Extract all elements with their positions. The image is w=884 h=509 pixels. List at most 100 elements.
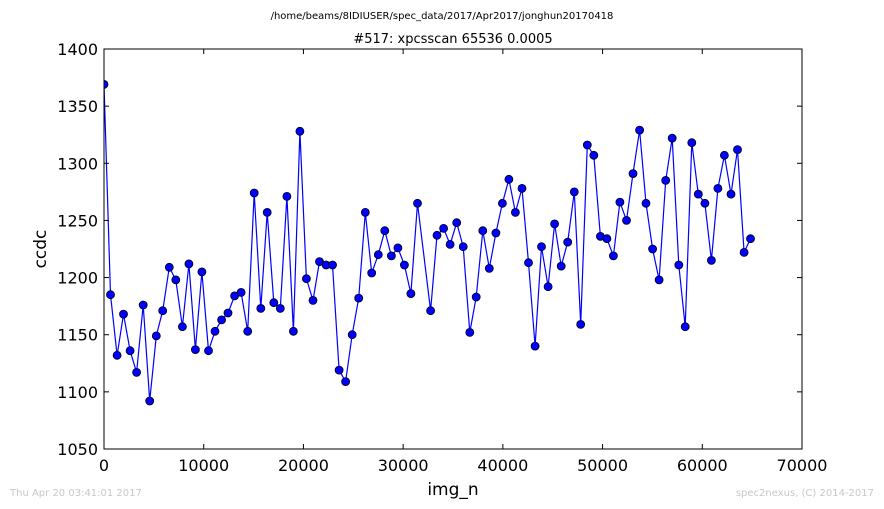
- data-point: [334, 365, 344, 375]
- x-tick-label: 50000: [577, 456, 628, 475]
- data-point: [184, 259, 194, 269]
- data-point: [360, 207, 370, 217]
- data-point: [491, 228, 501, 238]
- data-point: [452, 218, 462, 228]
- y-tick-label: 1400: [57, 40, 98, 59]
- data-point: [138, 300, 148, 310]
- data-point: [393, 243, 403, 253]
- data-point: [269, 298, 279, 308]
- data-point: [667, 133, 677, 143]
- data-point: [556, 261, 566, 271]
- data-point: [413, 198, 422, 208]
- footer-credit: spec2nexus, (C) 2014-2017: [735, 488, 874, 499]
- data-point: [164, 262, 174, 272]
- data-point: [399, 260, 409, 270]
- data-point: [295, 126, 305, 136]
- data-point: [726, 189, 736, 199]
- data-point: [661, 175, 671, 185]
- x-tick-label: 10000: [178, 456, 229, 475]
- data-point: [635, 125, 644, 135]
- data-point: [197, 267, 207, 277]
- data-point: [628, 169, 638, 179]
- data-point: [622, 215, 631, 225]
- data-point: [347, 330, 357, 340]
- data-point: [236, 287, 246, 297]
- file-path-title: /home/beams/8IDIUSER/spec_data/2017/Apr2…: [271, 11, 614, 22]
- data-point: [478, 226, 488, 236]
- data-point: [104, 80, 109, 89]
- data-point: [733, 145, 742, 155]
- x-tick-label: 70000: [777, 456, 828, 475]
- data-point: [256, 303, 266, 313]
- y-tick-label: 1350: [57, 97, 98, 116]
- data-point: [563, 237, 573, 247]
- data-point: [674, 260, 684, 270]
- x-tick-label: 40000: [477, 456, 528, 475]
- data-point: [458, 242, 468, 252]
- data-point: [648, 244, 657, 254]
- data-point: [171, 275, 181, 285]
- data-point: [654, 275, 664, 285]
- data-point: [210, 326, 220, 336]
- chart-title: #517: xpcsscan 65536 0.0005: [353, 32, 552, 47]
- data-point: [132, 367, 142, 377]
- data-point: [328, 260, 337, 270]
- data-point: [576, 319, 586, 329]
- data-point: [177, 322, 187, 332]
- data-point: [739, 247, 749, 257]
- x-tick-label: 0: [99, 456, 109, 475]
- y-tick-label: 1100: [57, 383, 98, 402]
- data-point: [158, 306, 168, 316]
- data-point: [445, 239, 455, 249]
- data-point: [589, 150, 599, 160]
- data-point: [680, 322, 690, 332]
- data-point: [530, 341, 540, 351]
- plot-area: 0 10000 20000 30000 40000 50000 60000 70000 1050…: [57, 40, 827, 475]
- data-point: [707, 255, 716, 265]
- data-point: [569, 187, 579, 197]
- data-point: [700, 198, 710, 208]
- y-axis-label: ccdc: [31, 230, 51, 269]
- data-point: [609, 251, 618, 261]
- data-point: [151, 331, 161, 341]
- data-point: [641, 198, 651, 208]
- data-point: [720, 150, 729, 160]
- data-point: [432, 230, 442, 240]
- data-point: [106, 290, 115, 300]
- data-point: [746, 234, 755, 244]
- data-point: [386, 251, 396, 261]
- series-line: [104, 84, 752, 402]
- data-point: [367, 268, 377, 278]
- data-point: [693, 189, 703, 199]
- data-point: [354, 293, 364, 303]
- data-point: [537, 242, 546, 252]
- data-point: [504, 174, 514, 184]
- data-point: [308, 295, 318, 305]
- x-tick-label: 60000: [677, 456, 728, 475]
- data-point: [497, 198, 507, 208]
- data-point: [511, 207, 520, 217]
- data-point: [615, 197, 625, 207]
- data-point: [190, 345, 200, 355]
- y-tick-label: 1250: [57, 211, 98, 230]
- data-point: [471, 292, 481, 302]
- data-point: [524, 258, 533, 268]
- data-point: [288, 326, 298, 336]
- data-point: [543, 282, 553, 292]
- plot-frame: [103, 48, 803, 450]
- data-point: [406, 289, 416, 299]
- data-point: [249, 188, 259, 198]
- data-point: [223, 308, 233, 318]
- x-tick-label: 30000: [378, 456, 429, 475]
- data-point: [112, 350, 122, 360]
- data-point: [380, 226, 390, 236]
- data-point: [602, 234, 612, 244]
- data-point: [204, 346, 213, 356]
- data-point: [125, 346, 135, 356]
- data-point: [373, 250, 383, 260]
- data-point: [301, 274, 311, 284]
- x-axis-label: img_n: [427, 480, 478, 500]
- data-point: [439, 223, 449, 233]
- data-point: [282, 191, 292, 201]
